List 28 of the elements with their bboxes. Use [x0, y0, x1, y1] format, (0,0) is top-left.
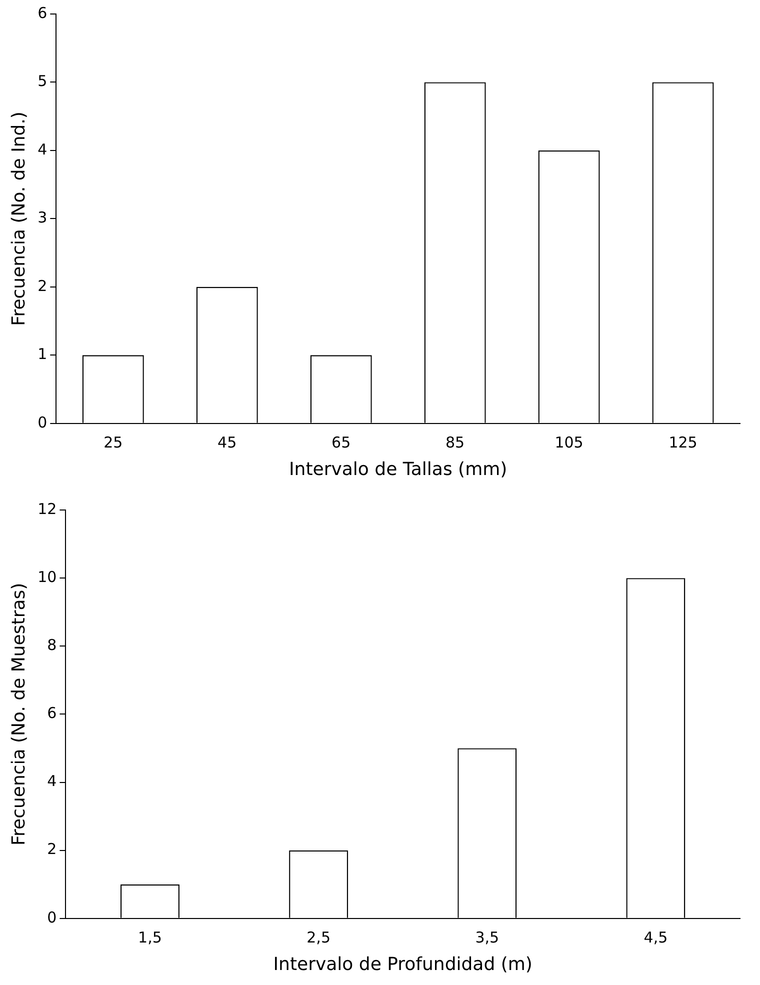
y-tick-label: 0	[38, 413, 48, 432]
x-tick-label: 105	[554, 433, 584, 452]
x-tick-label: 85	[446, 433, 465, 452]
y-tick-label: 4	[38, 140, 48, 158]
y-tick-label: 4	[47, 772, 57, 790]
y-axis-title: Frecuencia (No. de Muestras)	[8, 582, 30, 846]
y-tick-label: 10	[38, 568, 57, 586]
y-tick-label: 3	[38, 208, 48, 227]
x-tick-label: 25	[104, 433, 123, 452]
y-tick-label: 2	[47, 840, 57, 858]
y-tick-label: 6	[38, 4, 48, 22]
x-tick-label: 2,5	[306, 928, 330, 946]
y-tick-label: 12	[38, 500, 57, 518]
y-tick-label: 2	[38, 276, 48, 295]
y-tick-label: 1	[38, 345, 48, 364]
x-tick-label: 3,5	[475, 928, 500, 946]
y-tick-label: 5	[38, 72, 48, 90]
x-tick-label: 45	[218, 433, 237, 452]
y-tick-label: 0	[47, 908, 57, 926]
x-tick-label: 125	[668, 433, 698, 452]
y-axis-title: Frecuencia (No. de Ind.)	[8, 112, 30, 326]
y-tick-label: 6	[47, 704, 57, 722]
x-tick-label: 1,5	[138, 928, 162, 946]
x-axis-title: Intervalo de Tallas (mm)	[288, 458, 508, 480]
x-tick-label: 4,5	[644, 928, 668, 946]
y-tick-label: 8	[47, 636, 57, 654]
x-axis-title: Intervalo de Profundidad (m)	[273, 954, 532, 975]
x-tick-label: 65	[332, 433, 351, 452]
